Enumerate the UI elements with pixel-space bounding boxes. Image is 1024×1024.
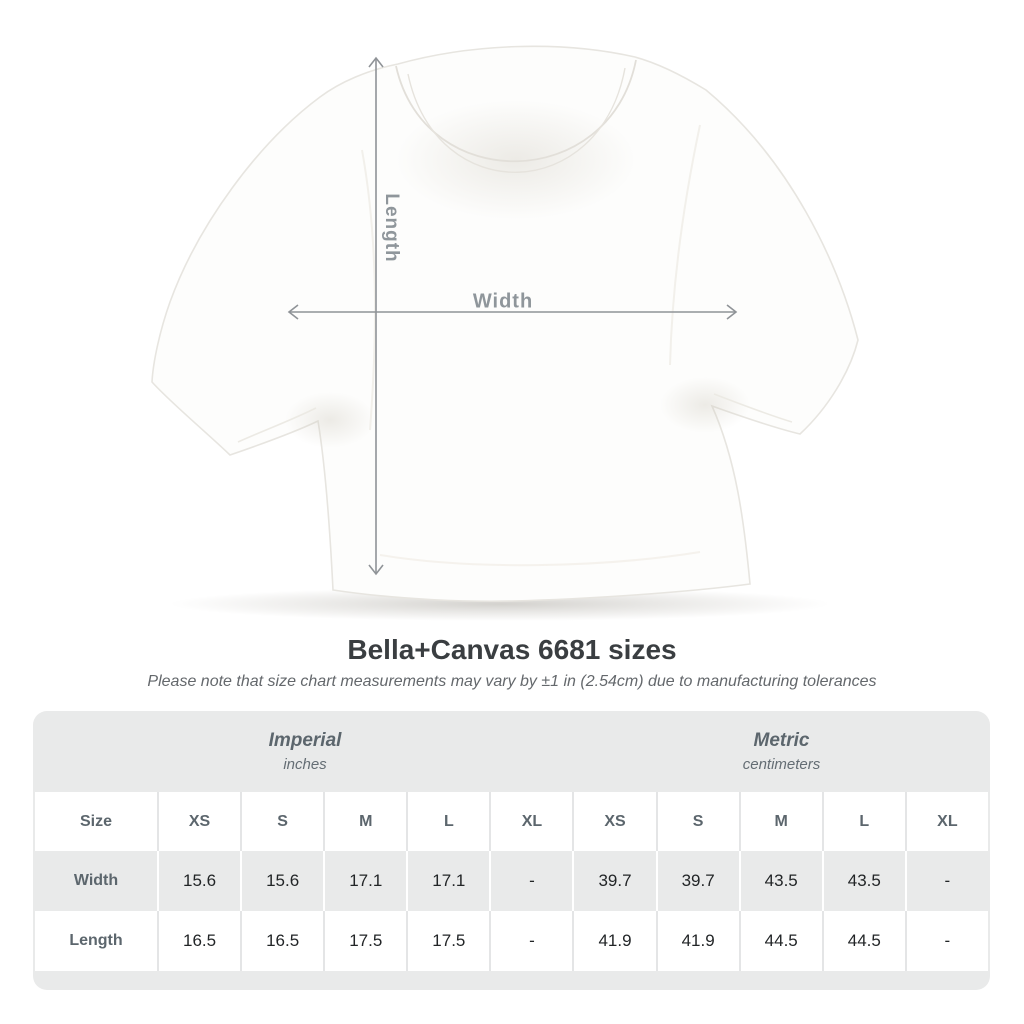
length-metric-l: 44.5 xyxy=(821,911,905,971)
size-header-row: Size XS S M L XL XS S M L XL xyxy=(35,792,988,851)
width-metric-l: 43.5 xyxy=(821,851,905,911)
chart-heading: Bella+Canvas 6681 sizes Please note that… xyxy=(0,633,1024,691)
width-dimension-label: Width xyxy=(472,290,534,313)
shirt-drop-shadow xyxy=(170,587,830,621)
size-col-metric-l: L xyxy=(821,792,905,851)
tshirt-illustration xyxy=(151,45,859,621)
size-col-metric-xs: XS xyxy=(572,792,655,851)
collar-shade xyxy=(396,100,636,220)
shirt-measurement-diagram: Length Width xyxy=(151,45,859,621)
length-metric-m: 44.5 xyxy=(738,911,822,971)
length-row-label: Length xyxy=(69,932,123,949)
right-underarm-shade xyxy=(660,377,750,433)
width-metric-xs: 39.7 xyxy=(572,851,655,911)
imperial-unit-label: inches xyxy=(283,756,327,773)
width-imperial-xl: - xyxy=(489,851,572,911)
size-col-imperial-m: M xyxy=(323,792,406,851)
size-col-imperial-xs: XS xyxy=(157,792,240,851)
width-metric-s: 39.7 xyxy=(655,851,739,911)
length-imperial-s: 16.5 xyxy=(240,911,323,971)
width-imperial-xs: 15.6 xyxy=(157,851,240,911)
collar-outer xyxy=(395,59,637,163)
size-col-imperial-xl: XL xyxy=(489,792,572,851)
width-arrow xyxy=(287,304,738,320)
width-imperial-l: 17.1 xyxy=(406,851,489,911)
size-col-imperial-s: S xyxy=(240,792,323,851)
length-dimension-label: Length xyxy=(381,193,402,263)
width-imperial-s: 15.6 xyxy=(240,851,323,911)
length-arrow xyxy=(368,56,384,576)
size-col-metric-xl: XL xyxy=(904,792,988,851)
length-imperial-l: 17.5 xyxy=(406,911,489,971)
tolerance-note: Please note that size chart measurements… xyxy=(147,673,877,690)
tshirt-body xyxy=(151,45,859,603)
length-metric-xl: - xyxy=(904,911,988,971)
length-metric-s: 41.9 xyxy=(655,911,739,971)
right-cuff-seam xyxy=(713,393,793,423)
size-col-imperial-l: L xyxy=(406,792,489,851)
size-header-label: Size xyxy=(79,812,112,830)
metric-unit-label: centimeters xyxy=(742,756,821,773)
unit-group-header: Imperial inches Metric centimeters xyxy=(35,711,988,792)
length-row: Length 16.5 16.5 17.5 17.5 - 41.9 41.9 4… xyxy=(35,911,988,971)
imperial-group-header: Imperial inches xyxy=(35,730,575,773)
width-metric-xl: - xyxy=(904,851,988,911)
left-cuff-seam xyxy=(237,407,317,443)
length-metric-xs: 41.9 xyxy=(572,911,655,971)
left-underarm-shade xyxy=(285,392,375,448)
wrinkle-right xyxy=(669,124,701,366)
width-row: Width 15.6 15.6 17.1 17.1 - 39.7 39.7 43… xyxy=(35,851,988,911)
length-imperial-xl: - xyxy=(489,911,572,971)
width-imperial-m: 17.1 xyxy=(323,851,406,911)
length-imperial-m: 17.5 xyxy=(323,911,406,971)
collar-inner xyxy=(407,67,626,173)
length-imperial-xs: 16.5 xyxy=(157,911,240,971)
size-col-metric-m: M xyxy=(738,792,822,851)
size-table: Imperial inches Metric centimeters Size … xyxy=(33,711,990,990)
metric-group-header: Metric centimeters xyxy=(575,730,988,773)
page-title: Bella+Canvas 6681 sizes xyxy=(347,634,677,665)
wrinkle-hem xyxy=(379,551,701,567)
imperial-label: Imperial xyxy=(268,730,342,751)
metric-label: Metric xyxy=(753,730,810,751)
width-row-label: Width xyxy=(73,872,119,889)
width-metric-m: 43.5 xyxy=(738,851,822,911)
wrinkle-left xyxy=(361,149,377,431)
size-col-metric-s: S xyxy=(655,792,739,851)
